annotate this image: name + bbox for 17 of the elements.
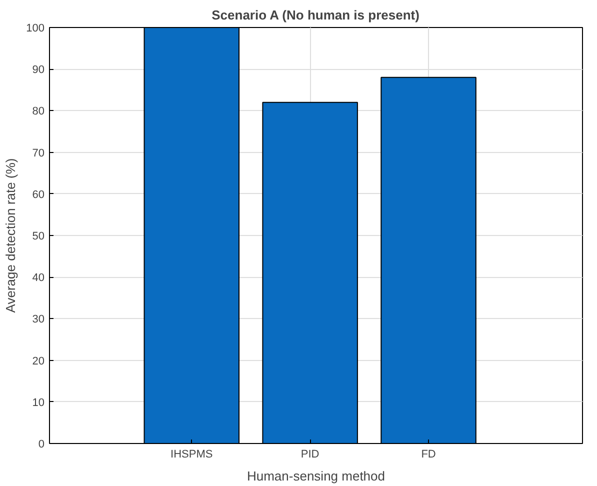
y-tick-label: 90 <box>32 64 45 76</box>
y-axis-title: Average detection rate (%) <box>3 158 18 313</box>
y-tick-label: 30 <box>32 314 45 326</box>
y-tick-label: 100 <box>26 22 45 34</box>
x-tick-label: PID <box>300 448 320 460</box>
y-tick-label: 40 <box>32 272 45 284</box>
y-tick-label: 10 <box>32 396 45 409</box>
y-tick-label: 80 <box>32 106 45 118</box>
y-tick-label: 50 <box>32 230 45 242</box>
y-tick-label: 0 <box>38 438 45 450</box>
chart-title: Scenario A (No human is present) <box>212 8 420 22</box>
y-tick-label: 20 <box>32 355 45 368</box>
x-axis-title: Human-sensing method <box>246 468 386 484</box>
y-tick-label: 70 <box>32 147 45 160</box>
x-tick-label: FD <box>421 448 436 460</box>
y-tick-label: 60 <box>32 188 45 201</box>
x-tick-label: IHSPMS <box>170 448 213 460</box>
